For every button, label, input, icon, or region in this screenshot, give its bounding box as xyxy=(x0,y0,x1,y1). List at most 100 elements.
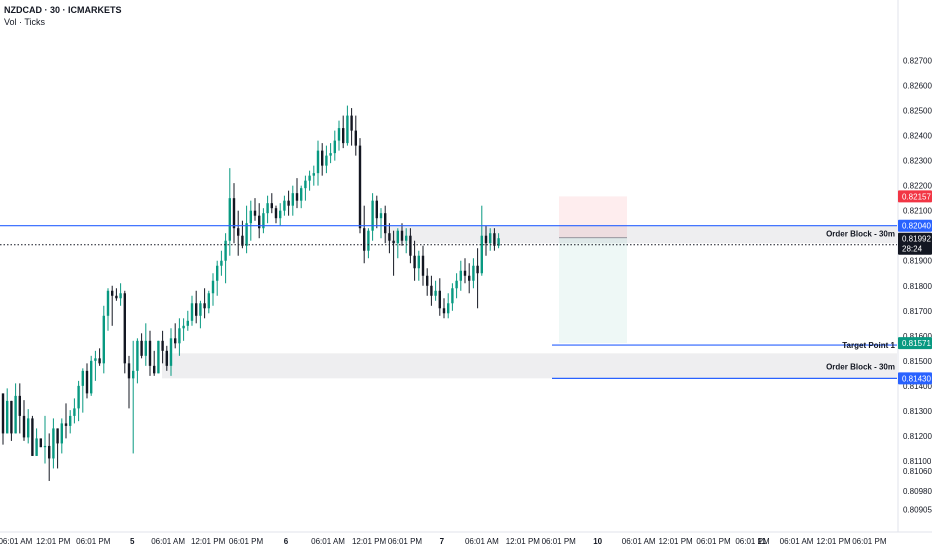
candle-body xyxy=(358,145,362,229)
candle-body xyxy=(157,340,160,374)
candle-body xyxy=(497,238,500,246)
candle-body xyxy=(274,208,278,219)
candle-body xyxy=(140,340,143,356)
candle-body xyxy=(430,285,433,296)
position-target-zone[interactable] xyxy=(559,237,627,344)
time-tick-label: 06:01 AM xyxy=(622,537,656,546)
candle-body xyxy=(186,320,189,326)
candle-body xyxy=(73,408,76,416)
candle-body xyxy=(291,193,294,206)
order-block-label-upper: Order Block - 30m xyxy=(826,230,895,239)
candle-body xyxy=(148,340,152,366)
candle-body xyxy=(400,230,404,241)
price-tick-label: 0.82100 xyxy=(903,207,932,216)
time-tick-label: 12:01 PM xyxy=(816,537,851,546)
price-tick-label: 0.81800 xyxy=(903,282,932,291)
time-tick-label: 06:01 PM xyxy=(229,537,264,546)
candle-body xyxy=(287,200,290,206)
candle-body xyxy=(249,210,252,224)
price-badge xyxy=(898,190,932,203)
price-tick-label: 0.80905 xyxy=(903,506,932,515)
time-tick-label: 5 xyxy=(130,537,135,546)
candle-body xyxy=(165,350,168,366)
price-tick-label: 0.80980 xyxy=(903,487,932,496)
price-badge xyxy=(898,372,932,385)
candle-body xyxy=(199,303,202,316)
candle-body xyxy=(388,233,391,241)
price-tick-label: 0.81200 xyxy=(903,432,932,441)
candle-body xyxy=(413,255,416,269)
candle-body xyxy=(56,428,59,444)
symbol-title[interactable]: NZDCAD · 30 · ICMARKETS xyxy=(4,5,122,15)
candle-body xyxy=(405,235,408,241)
candle-body xyxy=(409,235,412,256)
candle-body xyxy=(111,290,114,296)
price-badge-label: 0.82040 xyxy=(902,222,931,231)
candle-body xyxy=(245,223,248,246)
price-tick-label: 0.82400 xyxy=(903,132,932,141)
candle-body xyxy=(39,438,42,448)
candle-body xyxy=(216,265,219,281)
candle-body xyxy=(207,293,210,309)
candle-body xyxy=(459,270,462,281)
candle-body xyxy=(434,290,437,296)
price-badge-label: 0.82157 xyxy=(902,192,931,201)
candle-body xyxy=(493,233,496,246)
time-tick-label: 06:01 AM xyxy=(151,537,185,546)
candle-body xyxy=(132,370,135,379)
candle-body xyxy=(308,175,311,181)
candle-body xyxy=(220,260,223,266)
candle-body xyxy=(6,400,9,434)
candle-body xyxy=(14,395,17,434)
candle-body xyxy=(262,213,265,229)
candle-body xyxy=(484,235,488,244)
candle-body xyxy=(203,303,206,309)
candle-body xyxy=(279,210,282,219)
candle-body xyxy=(161,340,164,351)
price-badge xyxy=(898,337,932,350)
levels-layer[interactable]: Order Block - 30m Target Point 1 Order Blo… xyxy=(0,225,897,379)
time-tick-label: 06:01 PM xyxy=(852,537,887,546)
candle-body xyxy=(258,215,261,229)
candle-body xyxy=(438,290,441,309)
candle-body xyxy=(60,423,63,444)
candle-body xyxy=(342,128,345,144)
candle-body xyxy=(64,423,68,426)
time-tick-label: 12:01 PM xyxy=(352,537,387,546)
volume-legend[interactable]: Vol · Ticks xyxy=(4,17,46,27)
candle-body xyxy=(350,115,353,131)
candle-body xyxy=(182,325,185,329)
candle-body xyxy=(270,203,273,209)
candle-body xyxy=(316,150,320,174)
candle-body xyxy=(52,428,55,459)
position-stop-zone[interactable] xyxy=(559,196,627,238)
candle-body xyxy=(371,200,374,231)
price-tick-label: 0.82200 xyxy=(903,182,932,191)
candle-body xyxy=(325,155,328,166)
time-tick-label: 12:01 PM xyxy=(191,537,226,546)
candle-body xyxy=(421,255,425,276)
order-block-label-lower: Order Block - 30m xyxy=(826,362,895,371)
price-tick-label: 0.82500 xyxy=(903,107,932,116)
time-tick-label: 6 xyxy=(284,537,289,546)
candle-body xyxy=(136,340,139,371)
candle-body xyxy=(300,188,303,201)
price-badge-label: 0.81571 xyxy=(902,339,931,348)
countdown-label: 28:24 xyxy=(902,245,923,254)
time-tick-label: 7 xyxy=(440,537,445,546)
candle-body xyxy=(455,280,458,289)
candle-body xyxy=(35,438,38,456)
price-axis-bg xyxy=(898,0,932,550)
candle-body xyxy=(266,203,269,214)
candle-body xyxy=(392,240,395,244)
time-tick-label: 06:01 AM xyxy=(780,537,814,546)
candle-body xyxy=(106,290,110,316)
candle-body xyxy=(329,153,332,156)
candle-body xyxy=(447,303,450,314)
candle-body xyxy=(379,213,383,219)
time-tick-label: 06:01 AM xyxy=(465,537,499,546)
position-tool[interactable] xyxy=(559,196,627,344)
price-tick-label: 0.81400 xyxy=(903,382,932,391)
